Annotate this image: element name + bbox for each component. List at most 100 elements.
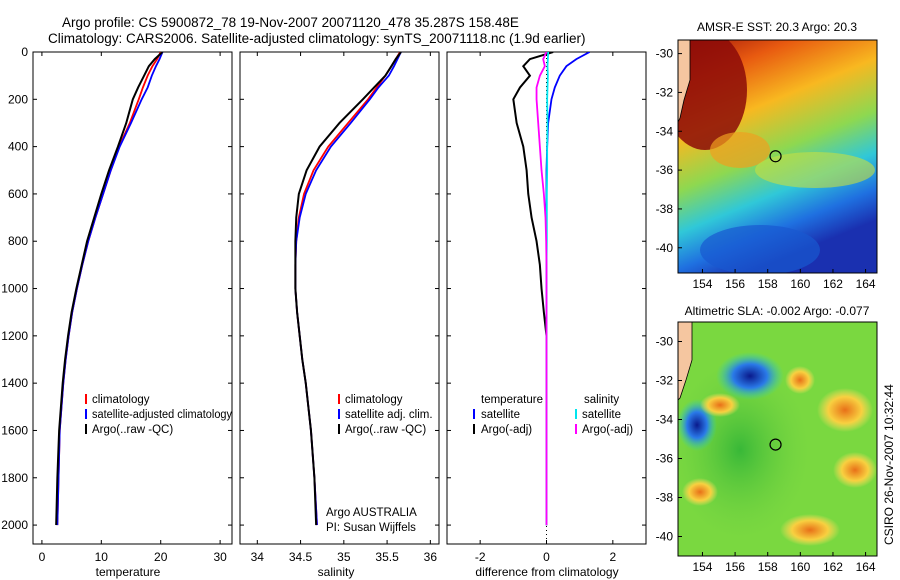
- series-argo-raw-qc-: [294, 52, 402, 526]
- difference-panel: -2 0 2 difference from climatology tempera…: [446, 51, 647, 579]
- x-tick-label: 2: [609, 550, 616, 564]
- legend-label-sal-argo: Argo(-adj): [582, 424, 633, 436]
- x-tick-label: 35.5: [375, 550, 399, 564]
- figure-title-line1: Argo profile: CS 5900872_78 19-Nov-2007 …: [62, 15, 519, 30]
- temperature-ticks: 0 10 20 30 0 200 400 600 800 1000 1200 1400 1600 1800…: [1, 45, 232, 564]
- y-tick-label: 200: [8, 92, 28, 106]
- difference-legend: temperature salinity satellite Argo(-adj…: [473, 394, 633, 436]
- temperature-series: [55, 52, 164, 526]
- sst-map-frame: [677, 39, 878, 274]
- sla-high-eddy-6: [833, 452, 877, 488]
- temperature-axes-frame: [32, 51, 233, 545]
- map-y-tick-label: -36: [656, 452, 674, 466]
- y-tick-label: 1800: [1, 471, 28, 485]
- temperature-xlabel: temperature: [96, 565, 161, 579]
- map-x-tick-label: 164: [856, 277, 876, 291]
- salinity-panel: 34 34.5 35 35.5 36 salinity climatology sate…: [239, 51, 440, 579]
- salinity-ticks: 34 34.5 35 35.5 36: [240, 51, 439, 564]
- map-y-tick-label: -34: [656, 124, 674, 138]
- difference-series: [512, 52, 591, 526]
- map-y-tick-label: -40: [656, 241, 674, 255]
- map-x-tick-label: 160: [790, 277, 810, 291]
- y-tick-label: 400: [8, 140, 28, 154]
- y-tick-label: 0: [21, 45, 28, 59]
- y-tick-label: 600: [8, 187, 28, 201]
- y-tick-label: 2000: [1, 518, 28, 532]
- x-tick-label: 36: [424, 550, 438, 564]
- legend-label-argo: Argo(..raw -QC): [345, 424, 426, 436]
- map-x-tick-label: 164: [856, 560, 876, 574]
- map-x-tick-label: 156: [725, 560, 745, 574]
- y-tick-label: 1400: [1, 376, 28, 390]
- legend-label-temp-satellite: satellite: [481, 409, 520, 421]
- sst-map: AMSR-E SST: 20.3 Argo: 20.3 154 156 158 160…: [656, 20, 878, 291]
- y-tick-label: 1000: [1, 282, 28, 296]
- salinity-axes-frame: [239, 51, 440, 545]
- legend-label-climatology: climatology: [92, 394, 150, 406]
- map-x-tick-label: 154: [692, 277, 712, 291]
- series-argo-raw-qc-: [55, 52, 164, 526]
- sla-high-eddy-5: [780, 514, 840, 546]
- sla-map: Altimetric SLA: -0.002 Argo: -0.077 154 1…: [656, 304, 878, 575]
- legend-label-sal-satellite: satellite: [582, 409, 621, 421]
- sla-high-eddy-3: [785, 366, 815, 394]
- sla-high-eddy-2: [817, 388, 873, 432]
- map-y-tick-label: -40: [656, 530, 674, 544]
- difference-ticks: -2 0 2: [447, 51, 646, 564]
- sla-float-marker: [769, 438, 782, 451]
- legend-label-climatology: climatology: [345, 394, 403, 406]
- map-y-tick-label: -38: [656, 491, 674, 505]
- footer-credit: CSIRO 26-Nov-2007 10:32:44: [882, 384, 896, 545]
- sst-float-marker: [769, 150, 782, 163]
- series-temperature-satellite: [545, 52, 591, 526]
- series-salinity-argo-adj-: [535, 52, 548, 526]
- difference-xlabel: difference from climatology: [475, 565, 618, 579]
- x-tick-label: 34: [251, 550, 265, 564]
- sst-land-coast: [678, 40, 691, 123]
- sla-low-eddy: [716, 352, 784, 400]
- temperature-panel: 0 10 20 30 0 200 400 600 800 1000 1200 1400 1600 1800…: [1, 45, 233, 579]
- figure-title-line2: Climatology: CARS2006. Satellite-adjuste…: [48, 31, 586, 46]
- map-y-tick-label: -38: [656, 202, 674, 216]
- map-y-tick-label: -32: [656, 374, 674, 388]
- map-y-tick-label: -34: [656, 413, 674, 427]
- map-x-tick-label: 154: [692, 560, 712, 574]
- sst-cold-region: [700, 225, 820, 273]
- sst-warm-eddy: [710, 132, 770, 168]
- x-tick-label: 30: [213, 550, 227, 564]
- y-tick-label: 800: [8, 234, 28, 248]
- sst-map-title: AMSR-E SST: 20.3 Argo: 20.3: [697, 20, 857, 34]
- salinity-xlabel: salinity: [318, 565, 355, 579]
- sla-map-frame: [677, 321, 878, 557]
- sla-high-eddy-4: [682, 478, 718, 506]
- temperature-legend: climatology satellite-adjusted climatolo…: [85, 394, 232, 436]
- legend-header-temperature: temperature: [481, 394, 543, 406]
- map-y-tick-label: -36: [656, 163, 674, 177]
- map-x-tick-label: 162: [823, 560, 843, 574]
- map-y-tick-label: -30: [656, 335, 674, 349]
- series-climatology: [56, 52, 162, 526]
- x-tick-label: 10: [95, 550, 109, 564]
- sla-map-ticks: 154 156 158 160 162 164 -30 -32 -34 -36 -38 -40: [656, 335, 876, 575]
- sla-high-eddy-1: [700, 393, 740, 417]
- legend-label-temp-argo: Argo(-adj): [481, 424, 532, 436]
- x-tick-label: 35: [337, 550, 351, 564]
- annotation-pi: PI: Susan Wijffels: [326, 522, 416, 534]
- map-y-tick-label: -32: [656, 85, 674, 99]
- map-x-tick-label: 162: [823, 277, 843, 291]
- x-tick-label: 20: [154, 550, 168, 564]
- x-tick-label: 0: [543, 550, 550, 564]
- y-tick-label: 1200: [1, 329, 28, 343]
- series-satellite-adjusted-climatology: [56, 52, 164, 526]
- x-tick-label: 34.5: [289, 550, 313, 564]
- map-x-tick-label: 158: [758, 277, 778, 291]
- sla-map-title: Altimetric SLA: -0.002 Argo: -0.077: [685, 304, 870, 318]
- map-y-tick-label: -30: [656, 47, 674, 61]
- x-tick-label: 0: [39, 550, 46, 564]
- sst-front: [755, 152, 875, 188]
- sst-map-field: [678, 40, 877, 273]
- series-climatology: [294, 52, 401, 526]
- legend-label-argo: Argo(..raw -QC): [92, 424, 173, 436]
- legend-label-satellite: satellite-adjusted climatology: [92, 409, 232, 421]
